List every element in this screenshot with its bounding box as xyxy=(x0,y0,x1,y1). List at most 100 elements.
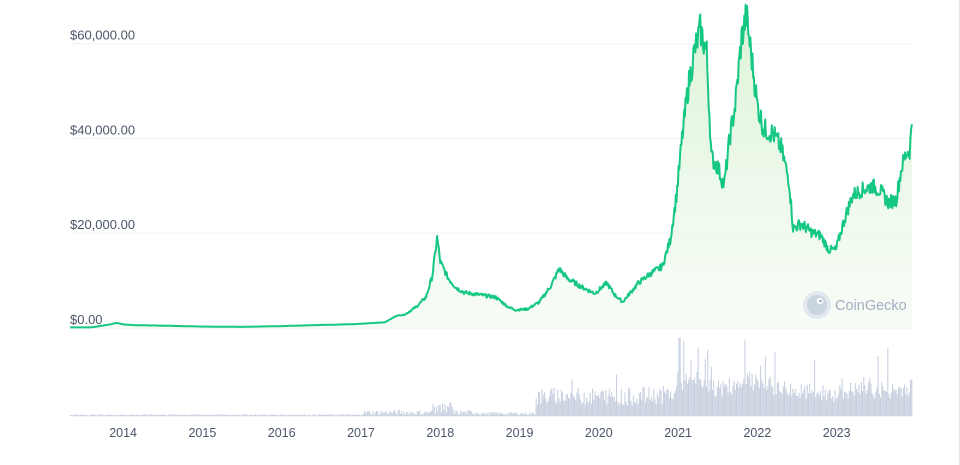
volume-bar xyxy=(390,412,392,416)
volume-bar xyxy=(458,414,460,416)
volume-bar xyxy=(715,395,717,416)
volume-bar xyxy=(516,412,518,416)
volume-bar xyxy=(890,392,892,416)
volume-bar xyxy=(121,414,123,416)
volume-bar xyxy=(880,397,882,416)
volume-bar xyxy=(256,415,258,416)
volume-bar xyxy=(316,415,318,416)
volume-bar xyxy=(427,412,429,416)
volume-bar xyxy=(716,386,718,416)
volume-bar xyxy=(876,387,878,416)
volume-bar xyxy=(100,414,102,416)
volume-bar xyxy=(157,415,159,416)
volume-bar xyxy=(646,397,648,416)
volume-bar xyxy=(332,414,334,416)
volume-bar xyxy=(732,386,734,416)
volume-bar xyxy=(799,397,801,416)
volume-bar xyxy=(656,393,658,416)
volume-bar xyxy=(174,414,176,416)
volume-bar xyxy=(355,414,357,416)
volume-bar xyxy=(704,359,706,416)
volume-bar xyxy=(305,415,307,416)
volume-bar xyxy=(251,414,253,416)
volume-bar xyxy=(233,415,235,416)
volume-bar xyxy=(551,388,553,416)
volume-bar xyxy=(683,341,685,416)
volume-bar xyxy=(392,411,394,416)
volume-bar xyxy=(868,382,870,416)
volume-bar xyxy=(635,403,637,416)
volume-bar xyxy=(448,407,450,416)
volume-bar xyxy=(544,392,546,416)
volume-bar xyxy=(239,415,241,416)
volume-bar xyxy=(299,414,301,416)
volume-bar xyxy=(229,414,231,416)
volume-bar xyxy=(431,411,433,416)
volume-bar xyxy=(403,412,405,416)
volume-bar xyxy=(822,385,824,416)
volume-bar xyxy=(154,414,156,416)
volume-bar xyxy=(564,400,566,416)
volume-bar xyxy=(512,413,514,416)
volume-bar xyxy=(546,402,548,416)
volume-bar xyxy=(780,392,782,416)
volume-bar xyxy=(396,414,398,416)
coingecko-watermark: CoinGecko xyxy=(803,291,907,319)
volume-bar xyxy=(343,414,345,416)
volume-bar xyxy=(480,414,482,416)
volume-bar xyxy=(607,395,609,416)
volume-bar xyxy=(714,397,716,416)
volume-bar xyxy=(608,388,610,416)
volume-bar xyxy=(478,413,480,416)
volume-bar xyxy=(302,415,304,416)
volume-bar xyxy=(887,347,889,416)
volume-bar xyxy=(227,414,229,416)
volume-bar xyxy=(166,415,168,416)
volume-bar xyxy=(720,383,722,416)
volume-bar xyxy=(180,415,182,416)
volume-bar xyxy=(611,392,613,416)
volume-bar xyxy=(293,414,295,416)
volume-bar xyxy=(362,414,364,416)
volume-bar xyxy=(700,379,702,416)
volume-bar xyxy=(779,390,781,416)
volume-bar xyxy=(569,399,571,416)
volume-bar xyxy=(686,383,688,416)
volume-bar xyxy=(497,414,499,416)
volume-bar xyxy=(241,415,243,416)
volume-bar xyxy=(794,388,796,416)
volume-bar xyxy=(655,404,657,416)
volume-bar xyxy=(721,395,723,416)
volume-bar xyxy=(468,410,470,416)
volume-bar xyxy=(545,398,547,416)
volume-bar xyxy=(95,415,97,416)
volume-bar xyxy=(839,385,841,416)
volume-bar xyxy=(164,415,166,416)
volume-bar xyxy=(685,373,687,416)
volume-bar xyxy=(472,413,474,416)
volume-bar xyxy=(791,396,793,416)
volume-bar xyxy=(698,378,700,416)
volume-bar xyxy=(318,414,320,416)
volume-bar xyxy=(317,415,319,416)
volume-bar xyxy=(359,415,361,416)
volume-bar xyxy=(730,392,732,416)
volume-bar xyxy=(328,414,330,416)
volume-bar xyxy=(565,394,567,416)
volume-bar xyxy=(764,356,766,416)
volume-bar xyxy=(364,410,366,416)
volume-bar xyxy=(769,377,771,416)
volume-bar xyxy=(378,414,380,416)
volume-bar xyxy=(173,415,175,416)
volume-bar xyxy=(287,414,289,416)
volume-bar xyxy=(278,415,280,416)
volume-bar xyxy=(253,414,255,416)
volume-bar xyxy=(304,414,306,416)
volume-bar xyxy=(263,415,265,416)
volume-bar xyxy=(404,414,406,416)
volume-bar xyxy=(665,393,667,416)
volume-bars xyxy=(70,338,913,416)
volume-bar xyxy=(781,393,783,416)
volume-bar xyxy=(904,384,906,416)
volume-bar xyxy=(751,374,753,416)
